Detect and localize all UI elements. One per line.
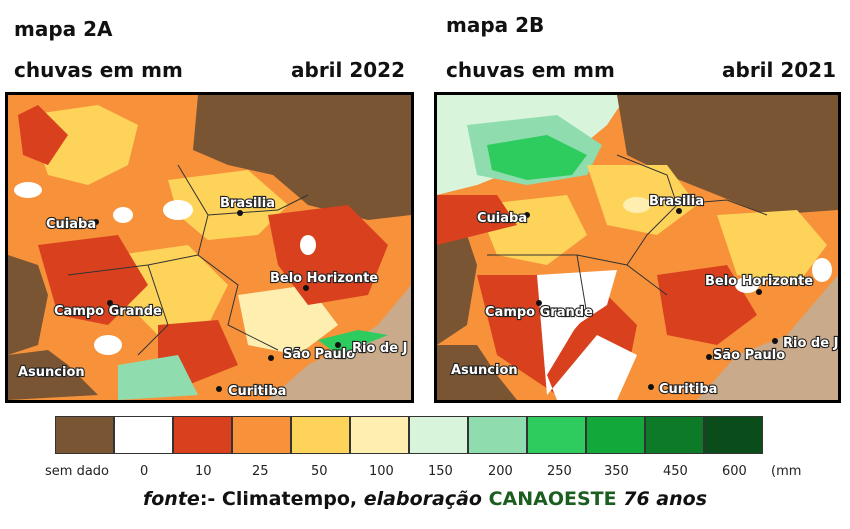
source-suffix: 76 anos — [623, 488, 707, 510]
rainfall-map-b: Cuiaba Brasilia Belo Horizonte Campo Gra… — [434, 92, 841, 403]
map-a-title: mapa 2A — [14, 17, 113, 41]
map-a-date: abril 2022 — [291, 58, 406, 82]
legend-swatch — [232, 416, 291, 454]
city-label: Belo Horizonte — [270, 271, 378, 286]
legend-label: 50 — [311, 464, 328, 479]
city-label: Asuncion — [451, 363, 518, 378]
city-label: Cuiaba — [477, 211, 527, 226]
map-b-cities: Cuiaba Brasilia Belo Horizonte Campo Gra… — [450, 193, 838, 398]
city-label: Rio de J — [352, 341, 407, 356]
map-b-date: abril 2021 — [722, 58, 837, 82]
legend-swatch — [645, 416, 704, 454]
city-label: Curitiba — [228, 384, 286, 399]
legend-label: 600 — [722, 464, 747, 479]
legend-label: sem dado — [45, 464, 109, 479]
map-b-title: mapa 2B — [446, 13, 545, 37]
legend-swatch — [173, 416, 232, 454]
legend-swatch — [527, 416, 586, 454]
legend-label: 250 — [547, 464, 572, 479]
legend-label: 0 — [140, 464, 149, 479]
legend-swatch — [704, 416, 763, 454]
legend-label: 10 — [195, 464, 212, 479]
source-credit: fonte:- Climatempo, elaboração CANAOESTE… — [0, 488, 850, 510]
legend-swatch — [114, 416, 173, 454]
city-label: Campo Grande — [54, 304, 162, 319]
city-label: Asuncion — [18, 365, 85, 380]
legend-label: 150 — [428, 464, 453, 479]
legend-label: 200 — [488, 464, 513, 479]
legend-swatch — [586, 416, 645, 454]
legend-swatch — [468, 416, 527, 454]
legend-swatch — [350, 416, 409, 454]
legend-label: 350 — [604, 464, 629, 479]
legend-label: (mm — [771, 464, 802, 479]
city-label: Brasilia — [220, 196, 275, 211]
map-b-subtitle: chuvas em mm — [446, 58, 615, 82]
legend-label: 25 — [252, 464, 269, 479]
source-elab: elaboração — [363, 488, 482, 510]
city-label: Rio de J — [783, 336, 838, 351]
legend-label: 100 — [369, 464, 394, 479]
source-prefix: fonte — [142, 488, 200, 510]
city-label: Brasilia — [649, 194, 704, 209]
legend-swatch — [55, 416, 114, 454]
brand-name: CANAOESTE — [488, 488, 617, 510]
legend-swatch — [291, 416, 350, 454]
map-a-subtitle: chuvas em mm — [14, 58, 183, 82]
legend-label: 450 — [663, 464, 688, 479]
city-label: Campo Grande — [485, 305, 593, 320]
city-label: Cuiaba — [46, 217, 96, 232]
city-label: São Paulo — [283, 347, 355, 362]
legend-swatch — [409, 416, 468, 454]
map-a-cities: Cuiaba Brasilia Belo Horizonte Campo Gra… — [17, 195, 409, 400]
city-label: Curitiba — [659, 382, 717, 397]
rainfall-map-a: Cuiaba Brasilia Belo Horizonte Campo Gra… — [5, 92, 414, 403]
source-middle: :- Climatempo, — [199, 488, 364, 510]
city-label: Belo Horizonte — [705, 274, 813, 289]
city-label: São Paulo — [713, 348, 785, 363]
